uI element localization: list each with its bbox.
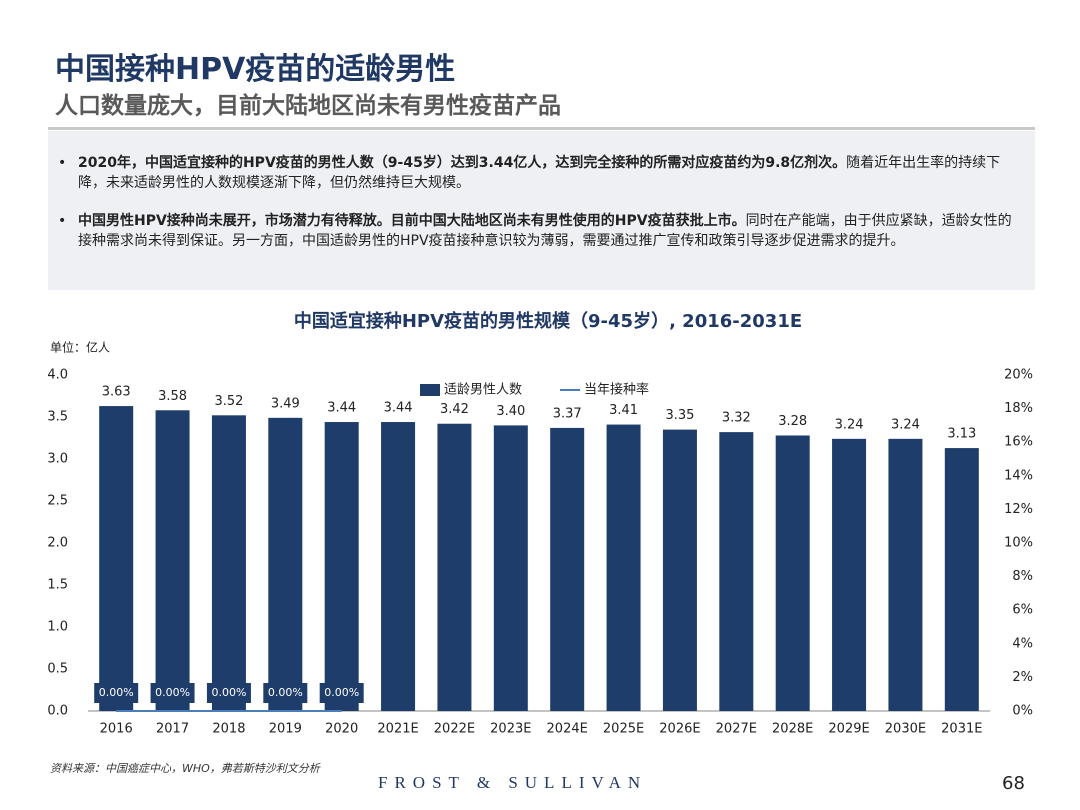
bullet-bold: 2020年，中国适宜接种的HPV疫苗的男性人数（9-45岁）达到3.44亿人，达… [78, 155, 847, 171]
bar-value-label: 3.24 [835, 417, 864, 432]
line-label-box [319, 683, 364, 703]
page-number: 68 [1002, 773, 1025, 794]
x-tick-label: 2020 [325, 722, 358, 737]
bar-value-label: 3.28 [778, 414, 807, 429]
y-tick-label: 2.5 [47, 494, 68, 509]
logo: FROST & SULLIVAN [378, 773, 648, 792]
source: 资料来源：中国癌症中心，WHO，弗若斯特沙利文分析 [50, 762, 320, 775]
x-tick-label: 2026E [659, 722, 700, 737]
bar [775, 435, 810, 711]
x-tick-label: 2016 [100, 722, 133, 737]
bullet-bold: 中国男性HPV接种尚未展开，市场潜力有待释放。目前中国大陆地区尚未有男性使用的H… [78, 213, 746, 229]
y-tick-label: 3.5 [47, 410, 68, 425]
legend-swatch [420, 384, 440, 396]
x-tick-label: 2019 [269, 722, 302, 737]
bar-value-label: 3.42 [440, 402, 469, 417]
slide-title: 中国接种HPV疫苗的适龄男性 [55, 52, 456, 87]
y2-tick-label: 8% [1012, 569, 1033, 584]
x-tick-label: 2029E [828, 722, 869, 737]
bar-value-label: 3.58 [158, 389, 187, 404]
y2-tick-label: 14% [1004, 468, 1033, 483]
y-tick-label: 0.5 [47, 662, 68, 677]
bar-value-label: 3.13 [947, 427, 976, 442]
x-tick-label: 2031E [941, 722, 982, 737]
bar [155, 410, 190, 711]
bar-value-label: 3.44 [327, 401, 356, 416]
bullet-text: 同时在产能端，由于供应紧缺，适龄女性的接种需求尚未得到保证。另一方面，中国适龄男… [78, 213, 1012, 249]
y-tick-label: 3.0 [47, 452, 68, 467]
bar [211, 415, 246, 711]
line-label-box [94, 683, 139, 703]
chart: 中国适宜接种HPV疫苗的男性规模（9-45岁）, 2016-2031E 单位：亿… [47, 310, 1033, 737]
x-tick-label: 2028E [772, 722, 813, 737]
bar [606, 424, 641, 711]
line-label-box [263, 683, 308, 703]
legend-label: 当年接种率 [584, 382, 649, 398]
x-tick-label: 2024E [547, 722, 588, 737]
line-value-label: 0.00% [324, 686, 359, 699]
line-label-box [150, 683, 195, 703]
bar-value-label: 3.52 [214, 394, 243, 409]
y2-tick-label: 0% [1012, 704, 1033, 719]
x-tick-label: 2017 [156, 722, 189, 737]
bar-value-label: 3.63 [102, 385, 131, 400]
bar-value-label: 3.35 [665, 408, 694, 423]
bar [324, 422, 359, 711]
y2-tick-label: 18% [1004, 401, 1033, 416]
bar-value-label: 3.32 [722, 411, 751, 426]
bar [888, 438, 923, 711]
legend-label: 适龄男性人数 [444, 383, 522, 398]
bullet: 2020年，中国适宜接种的HPV疫苗的男性人数（9-45岁）达到3.44亿人，达… [58, 153, 1018, 193]
y-tick-label: 2.0 [47, 536, 68, 551]
separator [48, 127, 1035, 130]
chart-title: 中国适宜接种HPV疫苗的男性规模（9-45岁）, 2016-2031E [294, 310, 802, 332]
y-tick-label: 4.0 [47, 368, 68, 383]
y2-tick-label: 20% [1004, 368, 1033, 383]
y2-tick-label: 16% [1004, 435, 1033, 450]
bar-value-label: 3.44 [384, 401, 413, 416]
bar [268, 417, 303, 711]
x-tick-label: 2021E [377, 722, 418, 737]
bar [832, 438, 867, 711]
bar [493, 425, 528, 711]
x-tick-label: 2030E [885, 722, 926, 737]
bar-value-label: 3.40 [496, 404, 525, 419]
y-tick-label: 1.5 [47, 578, 68, 593]
bar-value-label: 3.37 [553, 406, 582, 421]
y-axis-label: 单位：亿人 [50, 340, 110, 355]
x-tick-label: 2022E [434, 722, 475, 737]
bullet: 中国男性HPV接种尚未展开，市场潜力有待释放。目前中国大陆地区尚未有男性使用的H… [58, 211, 1018, 251]
line-label-box [206, 683, 251, 703]
y-tick-label: 1.0 [47, 620, 68, 635]
bar [381, 422, 416, 711]
x-tick-label: 2025E [603, 722, 644, 737]
y-tick-label: 0.0 [47, 704, 68, 719]
bar [662, 429, 697, 711]
bullet-text: 随着近年出生率的持续下降，未来适龄男性的人数规模逐渐下降，但仍然维持巨大规模。 [78, 155, 1001, 191]
line-value-label: 0.00% [211, 686, 246, 699]
y2-tick-label: 6% [1012, 603, 1033, 618]
x-tick-label: 2018 [212, 722, 245, 737]
line-value-label: 0.00% [155, 686, 190, 699]
x-tick-label: 2027E [716, 722, 757, 737]
y2-tick-label: 10% [1004, 536, 1033, 551]
slide-subtitle: 人口数量庞大，目前大陆地区尚未有男性疫苗产品 [55, 93, 561, 119]
y2-tick-label: 2% [1012, 670, 1033, 685]
bar-value-label: 3.24 [891, 417, 920, 432]
x-tick-label: 2023E [490, 722, 531, 737]
bar-value-label: 3.41 [609, 403, 638, 418]
bar [550, 427, 585, 711]
bar [437, 423, 472, 711]
line-value-label: 0.00% [268, 686, 303, 699]
line-value-label: 0.00% [99, 686, 134, 699]
y2-tick-label: 4% [1012, 636, 1033, 651]
bullet-box: 2020年，中国适宜接种的HPV疫苗的男性人数（9-45岁）达到3.44亿人，达… [48, 131, 1035, 290]
bar [719, 432, 754, 711]
bar [99, 406, 134, 711]
y2-tick-label: 12% [1004, 502, 1033, 517]
bar-value-label: 3.49 [271, 396, 300, 411]
bar [944, 448, 979, 711]
